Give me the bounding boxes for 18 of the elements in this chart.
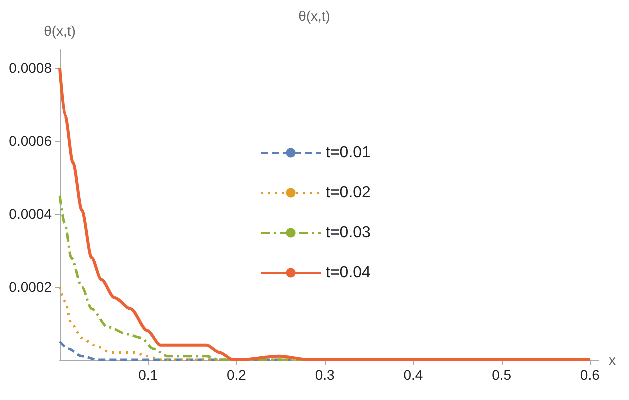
y-tick-label: 0.0008: [9, 60, 52, 76]
y-axis-title: θ(x,t): [44, 23, 76, 39]
x-tick-label: 0.3: [315, 367, 336, 383]
x-tick-label: 0.4: [404, 367, 424, 383]
legend-label: t=0.01: [326, 144, 372, 162]
x-tick-label: 0.5: [492, 367, 512, 383]
y-tick-label: 0.0002: [9, 279, 52, 296]
chart-title: θ(x,t): [298, 8, 330, 24]
legend-label: t=0.04: [326, 264, 372, 282]
y-tick-label: 0.0006: [9, 133, 52, 150]
y-tick-label: 0.0004: [9, 206, 52, 222]
x-tick-label: 0.6: [580, 367, 600, 383]
x-axis-title: x: [609, 352, 616, 368]
x-tick-label: 0.1: [138, 367, 158, 383]
legend-label: t=0.03: [326, 224, 372, 242]
line-series: [58, 66, 592, 362]
x-tick-label: 0.2: [226, 367, 247, 383]
legend-label: t=0.02: [326, 184, 372, 202]
